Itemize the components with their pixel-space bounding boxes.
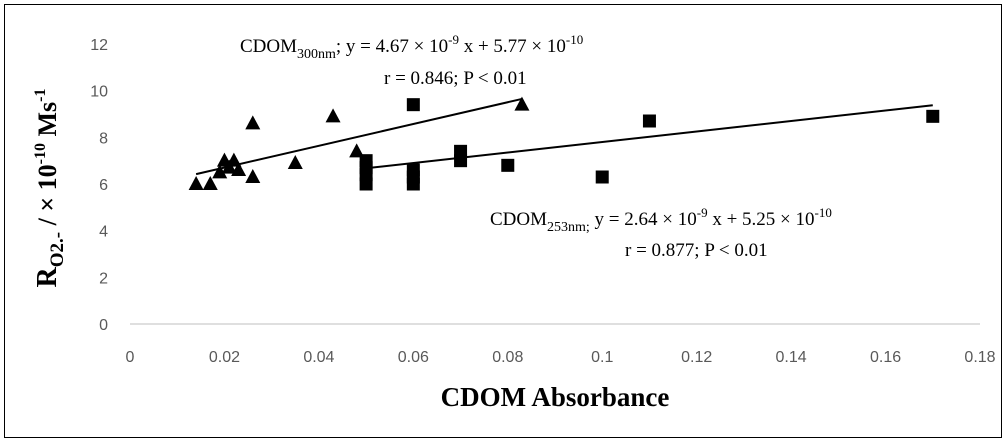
y-tick-label: 0: [99, 317, 108, 334]
x-tick-label: 0.06: [398, 349, 429, 366]
triangle-point: [245, 169, 261, 183]
x-tick-label: 0: [126, 349, 135, 366]
annotation-253nm-stats: r = 0.877; P < 0.01: [625, 240, 768, 261]
y-tick-label: 4: [99, 224, 108, 241]
triangle-point: [514, 96, 530, 111]
x-tick-label: 0.02: [209, 349, 240, 366]
triangle-point: [245, 115, 261, 130]
y-tick-label: 12: [90, 37, 108, 54]
annotation-300nm-stats: r = 0.846; P < 0.01: [384, 68, 527, 89]
triangle-series-trend-line: [195, 97, 523, 176]
y-tick-label: 2: [99, 270, 108, 287]
y-tick-labels: 0 2 4 6 8 10 12: [90, 37, 108, 334]
x-tick-label: 0.18: [964, 349, 995, 366]
annotation-253nm-equation: CDOM253nm; y = 2.64 × 10-9 x + 5.25 × 10…: [490, 205, 832, 235]
x-tick-labels: 0 0.02 0.04 0.06 0.08 0.1 0.12 0.14 0.16 0.18: [126, 349, 996, 366]
triangle-point: [325, 108, 341, 123]
triangle-point: [212, 164, 228, 179]
triangle-point: [349, 143, 365, 158]
x-tick-label: 0.04: [303, 349, 334, 366]
y-tick-label: 8: [99, 130, 108, 147]
y-axis-label: RO2.- / × 10-10 Ms-1: [32, 89, 68, 288]
trend-lines: [195, 97, 933, 176]
square-point: [595, 170, 609, 184]
x-tick-label: 0.12: [681, 349, 712, 366]
square-point: [926, 109, 940, 123]
square-point: [359, 177, 373, 191]
x-tick-label: 0.08: [492, 349, 523, 366]
chart-frame: [4, 4, 1002, 438]
triangle-point: [202, 176, 218, 190]
triangle-point: [231, 162, 247, 176]
triangle-point: [287, 155, 303, 169]
square-point: [642, 114, 656, 128]
y-tick-label: 6: [99, 177, 108, 194]
x-tick-label: 0.16: [870, 349, 901, 366]
square-point: [501, 158, 515, 172]
y-tick-label: 10: [90, 84, 108, 101]
triangle-point: [188, 176, 204, 190]
x-tick-label: 0.14: [776, 349, 807, 366]
square-point: [454, 154, 468, 168]
square-point: [406, 177, 420, 191]
square-point: [406, 98, 420, 112]
annotation-300nm-equation: CDOM300nm; y = 4.67 × 10-9 x + 5.77 × 10…: [240, 32, 583, 62]
x-axis-label: CDOM Absorbance: [441, 382, 670, 412]
triangle-point: [226, 152, 242, 167]
x-tick-label: 0.1: [591, 349, 613, 366]
data-points: [188, 96, 940, 191]
